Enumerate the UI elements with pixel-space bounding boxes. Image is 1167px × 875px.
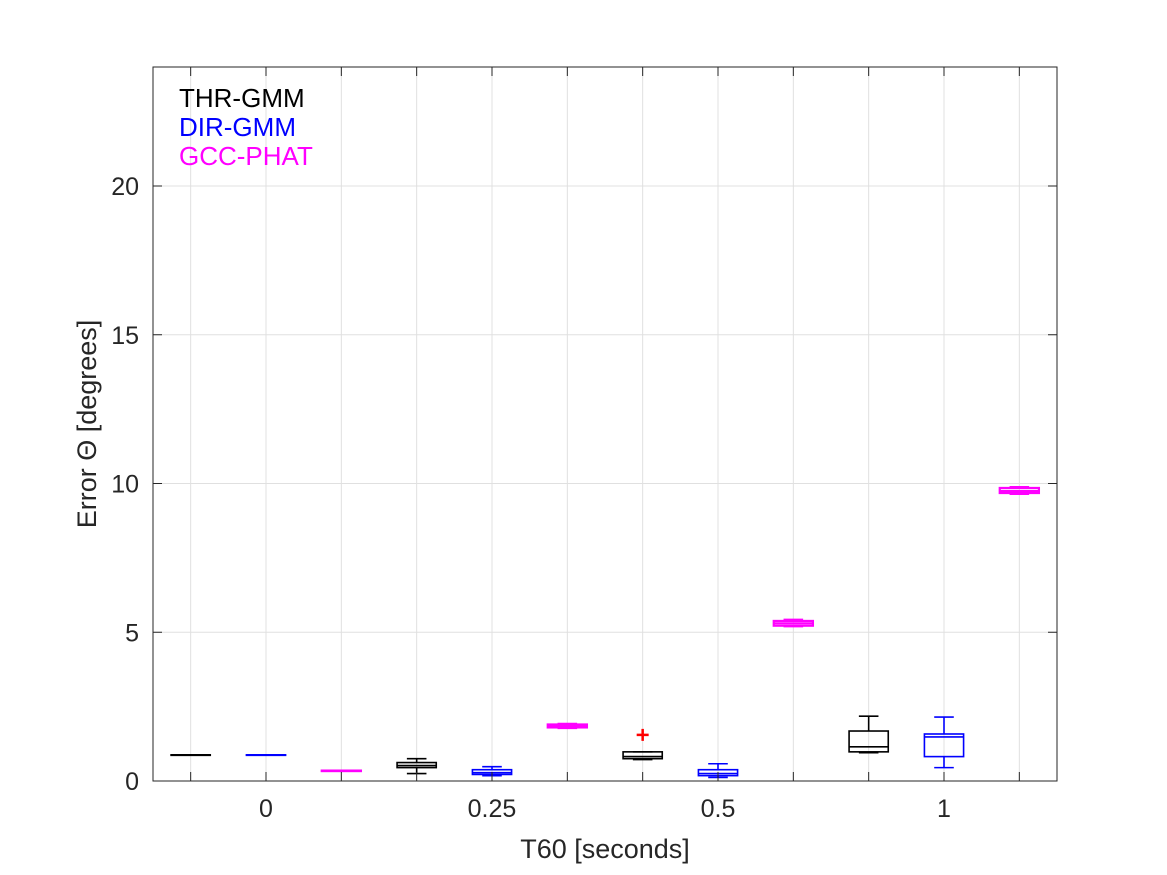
- box-body: [848, 730, 890, 753]
- y-axis-label: Error Θ [degrees]: [72, 320, 102, 529]
- box-gcc-phat-0.5: [772, 618, 815, 628]
- x-tick-label: 0: [259, 795, 273, 823]
- axis-tick-labels: 0 5 10 15 20 0 0.25 0.5 1: [111, 173, 951, 823]
- y-tick-label: 20: [111, 173, 139, 201]
- legend-entry: DIR-GMM: [179, 112, 296, 142]
- legend-entry: GCC-PHAT: [179, 141, 313, 171]
- box-gcc-phat-0.25: [546, 722, 589, 730]
- y-tick-label: 5: [125, 619, 139, 647]
- x-tick-label: 0.5: [701, 795, 736, 823]
- y-tick-label: 15: [111, 322, 139, 350]
- box-thr-gmm-0.5: [622, 728, 664, 761]
- x-tick-label: 1: [937, 795, 951, 823]
- box-dir-gmm-0: [245, 754, 287, 757]
- box-thr-gmm-1: [848, 715, 890, 754]
- legend-entry: THR-GMM: [179, 83, 305, 113]
- x-axis-label: T60 [seconds]: [520, 834, 690, 864]
- box-body: [923, 733, 965, 758]
- y-tick-label: 0: [125, 768, 139, 796]
- axis-ticks: [153, 67, 1057, 782]
- box-gcc-phat-0: [320, 769, 363, 773]
- box-dir-gmm-1: [923, 716, 965, 769]
- box-plot-boxes: [170, 485, 1041, 779]
- x-tick-label: 0.25: [468, 795, 517, 823]
- box-body: [622, 751, 664, 760]
- plot-area-frame: [152, 66, 1058, 782]
- box-thr-gmm-0: [170, 754, 212, 757]
- box-gcc-phat-1: [998, 485, 1041, 496]
- grid-lines: [153, 67, 1057, 782]
- y-tick-label: 10: [111, 471, 139, 499]
